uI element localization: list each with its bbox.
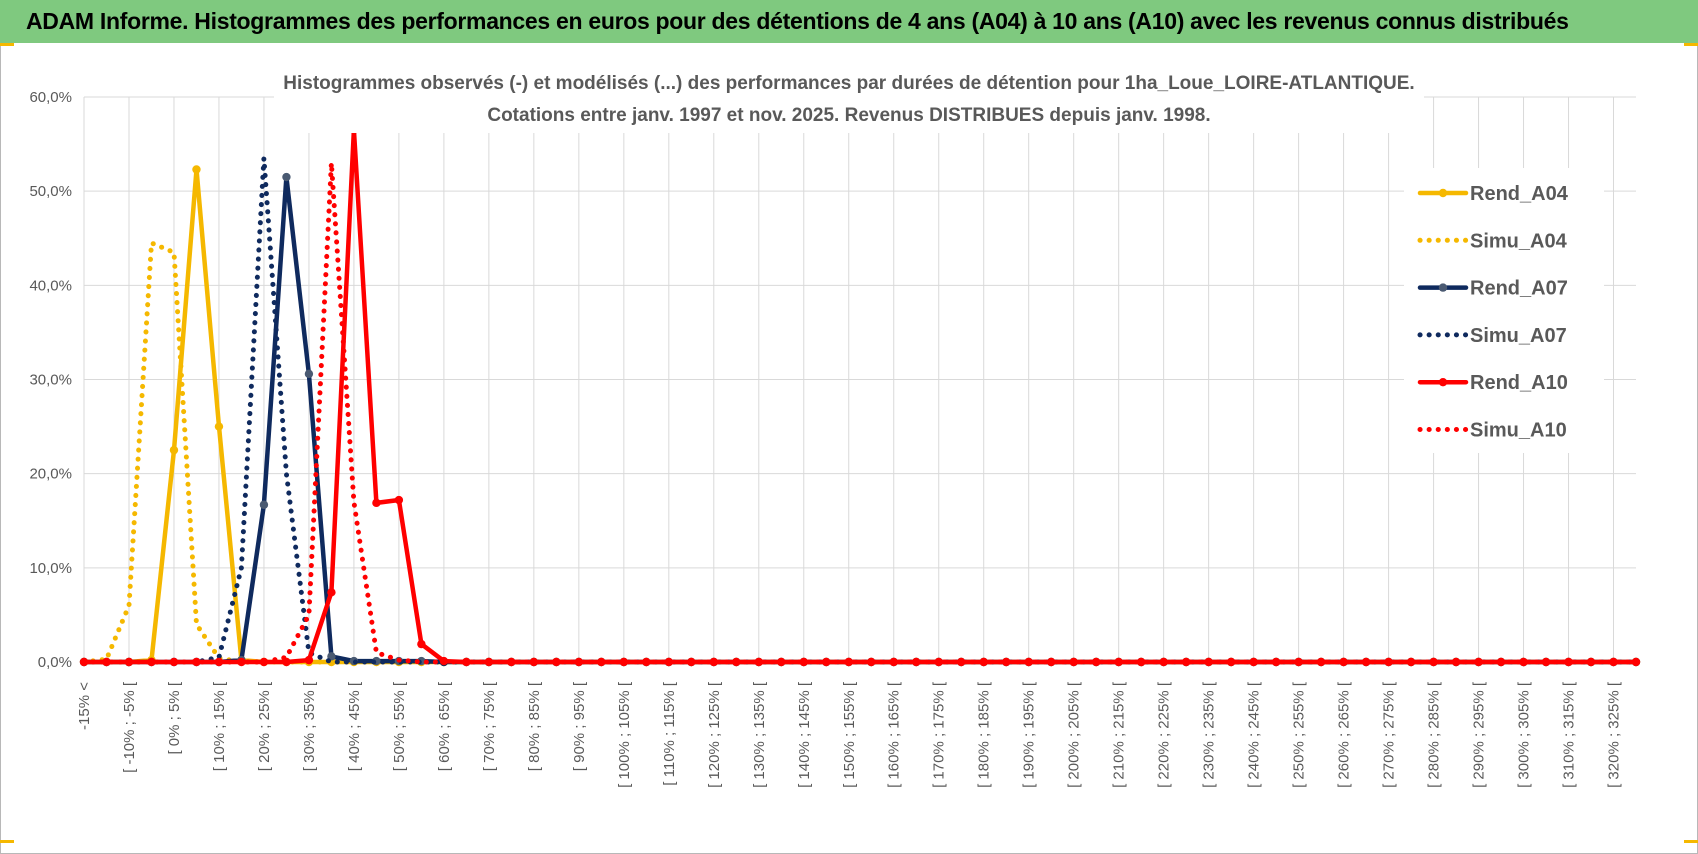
x-tick-label: [ 240% ; 245% [	[1246, 681, 1263, 788]
y-tick-label: 50,0%	[29, 183, 72, 200]
chart-title-line-2: Cotations entre janv. 1997 et nov. 2025.…	[487, 105, 1210, 126]
series-point-rend_a10	[799, 657, 808, 667]
legend-label-simu_a10: Simu_A10	[1470, 420, 1567, 442]
x-tick-label: [ 140% ; 145% [	[796, 681, 813, 788]
series-point-rend_a10	[1271, 657, 1281, 667]
series-point-rend_a10	[1181, 657, 1191, 667]
series-point-rend_a04	[169, 445, 179, 455]
series-point-rend_a07	[304, 369, 314, 379]
x-tick-label: [ 260% ; 265% [	[1336, 681, 1353, 788]
x-tick-label: [ 230% ; 235% [	[1201, 681, 1218, 788]
x-tick-label: [ 300% ; 305% [	[1516, 681, 1533, 788]
series-point-rend_a10	[1091, 657, 1101, 667]
x-tick-label: [ 80% ; 85% [	[526, 681, 543, 771]
legend-marker-rend_a10	[1438, 378, 1448, 387]
series-point-rend_a10	[1564, 657, 1573, 667]
x-tick-label: [ 160% ; 165% [	[886, 681, 903, 788]
legend-label-simu_a07: Simu_A07	[1470, 325, 1567, 347]
chart-title-line-1: Histogrammes observés (-) et modélisés (…	[283, 73, 1414, 94]
series-line-rend_a04	[81, 167, 1639, 665]
series-point-rend_a10	[1631, 657, 1641, 667]
legend-label-rend_a04: Rend_A04	[1470, 183, 1569, 205]
series-point-rend_a10	[1519, 657, 1528, 667]
x-tick-label: [ 190% ; 195% [	[1021, 681, 1038, 788]
series-point-rend_a10	[372, 498, 381, 508]
legend-marker-rend_a04	[1438, 188, 1448, 198]
series-point-rend_a10	[754, 657, 763, 667]
legend-marker-rend_a07	[1438, 283, 1448, 292]
x-tick-label: [ 110% ; 115% [	[661, 681, 678, 786]
series-point-rend_a07	[282, 172, 291, 182]
legend-label-rend_a10: Rend_A10	[1470, 372, 1568, 394]
x-tick-label: [ 250% ; 255% [	[1291, 681, 1308, 788]
series-point-rend_a10	[1136, 657, 1146, 667]
corner-mark-left	[0, 43, 14, 46]
series-point-rend_a10	[462, 657, 471, 667]
series-point-rend_a10	[1609, 657, 1618, 667]
series-point-rend_a10	[327, 588, 336, 597]
series-point-rend_a04	[192, 165, 201, 174]
series-point-rend_a10	[394, 495, 404, 505]
y-tick-label: 40,0%	[29, 277, 72, 294]
corner-mark-bottom-left	[0, 840, 14, 843]
x-tick-label: [ 180% ; 185% [	[976, 681, 993, 788]
x-tick-label: [ 90% ; 95% [	[571, 681, 588, 771]
legend-box	[1404, 168, 1604, 453]
x-tick-label: [ 320% ; 325% [	[1606, 681, 1623, 788]
x-tick-label: [ 40% ; 45% [	[346, 681, 363, 771]
x-tick-label: [ 30% ; 35% [	[301, 681, 318, 771]
corner-mark-bottom-right	[1684, 840, 1698, 843]
y-tick-label: 10,0%	[29, 560, 72, 577]
legend-label-rend_a07: Rend_A07	[1470, 278, 1568, 300]
series-point-rend_a04	[214, 422, 224, 431]
x-tick-label: [ 10% ; 15% [	[211, 681, 228, 771]
x-tick-label: [ 170% ; 175% [	[931, 681, 948, 788]
series-point-rend_a10	[147, 657, 156, 667]
x-tick-label: [ 20% ; 25% [	[256, 681, 273, 771]
y-tick-label: 30,0%	[29, 372, 72, 389]
series-point-rend_a10	[844, 657, 853, 667]
series-point-rend_a10	[102, 657, 111, 667]
x-tick-label: -15% <	[76, 682, 93, 730]
series-line-rend_a10	[81, 127, 1639, 665]
x-tick-label: [ 60% ; 65% [	[436, 681, 453, 771]
x-tick-label: [ 100% ; 105% [	[616, 681, 633, 788]
series-point-rend_a10	[1226, 657, 1236, 667]
series-point-rend_a07	[259, 500, 269, 509]
x-tick-label: [ 290% ; 295% [	[1471, 681, 1488, 788]
series-point-rend_a10	[709, 657, 718, 667]
x-tick-label: [ 220% ; 225% [	[1156, 681, 1173, 788]
x-tick-label: [ 50% ; 55% [	[391, 681, 408, 771]
series-point-rend_a10	[417, 639, 426, 649]
x-tick-label: [ 200% ; 205% [	[1066, 681, 1083, 788]
x-tick-label: [ 70% ; 75% [	[481, 681, 498, 771]
x-tick-label: [ 120% ; 125% [	[706, 681, 723, 788]
x-tick-label: [ -10% ; -5% [	[121, 681, 138, 773]
y-tick-label: 20,0%	[29, 466, 72, 483]
x-tick-label: [ 270% ; 275% [	[1381, 681, 1398, 788]
x-tick-label: [ 0% ; 5% [	[166, 681, 183, 754]
report-banner: ADAM Informe. Histogrammes des performan…	[0, 0, 1698, 43]
series-point-rend_a10	[304, 655, 314, 665]
y-tick-label: 60,0%	[29, 89, 72, 106]
corner-mark-right	[1684, 43, 1698, 46]
y-tick-label: 0,0%	[38, 654, 72, 671]
x-tick-label: [ 310% ; 315% [	[1561, 681, 1578, 788]
x-tick-label: [ 280% ; 285% [	[1426, 681, 1443, 788]
series-line-simu_a10	[81, 160, 1639, 665]
x-tick-label: [ 210% ; 215% [	[1111, 681, 1128, 788]
x-tick-label: [ 150% ; 155% [	[841, 681, 858, 788]
x-tick-label: [ 130% ; 135% [	[751, 681, 768, 788]
legend-label-simu_a04: Simu_A04	[1470, 230, 1568, 252]
